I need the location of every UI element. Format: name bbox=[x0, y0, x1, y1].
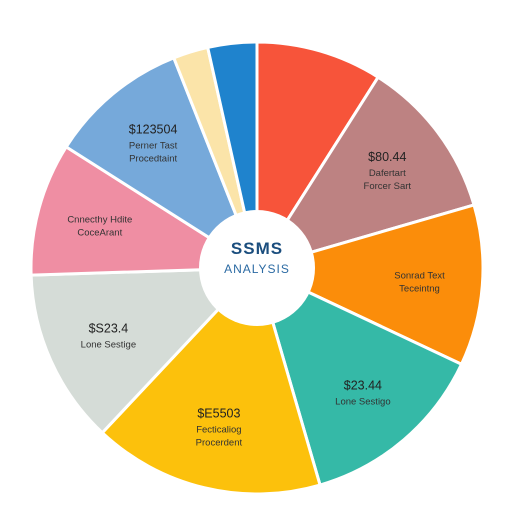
slice-label-5: $E5503 Fecticaliog Procerdent bbox=[196, 407, 243, 449]
slice-label-7: Cnnecthy Hdite CoceArant bbox=[67, 215, 132, 239]
pie-slice-6 bbox=[29, 266, 259, 435]
chart-subtitle: ANALYSIS bbox=[224, 262, 290, 276]
slice-label-2: $80.44 Dafertart Forcer Sart bbox=[364, 150, 412, 192]
pie-slice-3 bbox=[255, 203, 485, 366]
slice-text-label: Lone Sestigo bbox=[335, 396, 390, 407]
slice-text-label: Procedtaint bbox=[129, 153, 177, 164]
slice-text-label: Perner Tast bbox=[129, 140, 178, 151]
pie-slice-8 bbox=[64, 56, 259, 270]
slice-labels: $80.44 Dafertart Forcer Sart Sonrad Text Tec… bbox=[67, 122, 445, 448]
slice-text-label: Sonrad Text bbox=[394, 270, 445, 281]
slice-text-label: Forcer Sart bbox=[364, 181, 412, 192]
pie-slice-4 bbox=[255, 266, 463, 487]
slice-label-4: $23.44 Lone Sestigo bbox=[335, 378, 390, 407]
slice-value-label: $E5503 bbox=[197, 407, 240, 421]
chart-title: SSMS bbox=[231, 239, 283, 258]
slice-text-label: Lone Sestige bbox=[81, 340, 136, 351]
slice-text-label: Procerdent bbox=[196, 438, 243, 449]
slice-value-label: $23.44 bbox=[344, 378, 382, 392]
slice-text-label: Cnnecthy Hdite bbox=[67, 215, 132, 226]
pie-slices bbox=[29, 40, 485, 496]
slice-label-8: $123504 Perner Tast Procedtaint bbox=[129, 122, 178, 164]
slice-value-label: $123504 bbox=[129, 122, 178, 136]
slice-value-label: $S23.4 bbox=[89, 322, 129, 336]
center-hole bbox=[199, 210, 315, 326]
slice-value-label: $80.44 bbox=[368, 150, 406, 164]
slice-text-label: Teceintng bbox=[399, 283, 440, 294]
pie-slice-7 bbox=[29, 145, 259, 277]
slice-text-label: CoceArant bbox=[77, 228, 122, 239]
slice-label-3: Sonrad Text Teceintng bbox=[394, 270, 445, 294]
slice-text-label: Fecticaliog bbox=[196, 425, 241, 436]
slice-label-6: $S23.4 Lone Sestige bbox=[81, 322, 136, 351]
pie-slice-1 bbox=[255, 40, 380, 270]
slice-text-label: Dafertart bbox=[369, 168, 406, 179]
